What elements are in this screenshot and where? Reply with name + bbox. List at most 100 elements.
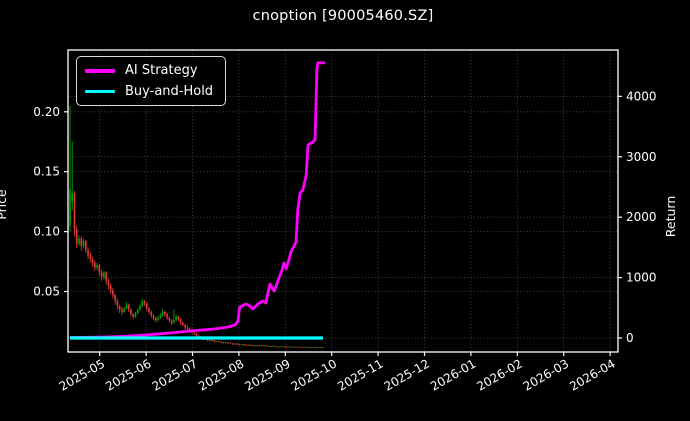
candle-body — [231, 343, 234, 345]
candle-body — [161, 311, 164, 316]
y-axis-label-price: Price — [0, 189, 9, 220]
candle-body — [118, 305, 121, 310]
candle-body — [89, 255, 92, 260]
candle-body — [163, 311, 166, 315]
candle-body — [256, 345, 259, 347]
y-tick-label-return: 3000 — [626, 150, 657, 164]
candle-body — [263, 345, 266, 347]
candle-body — [292, 346, 295, 348]
candle-body — [109, 285, 112, 291]
candle-body — [195, 333, 198, 336]
candle-body — [218, 341, 220, 343]
candle-body — [294, 346, 297, 348]
candle-body — [308, 347, 311, 349]
x-tick-label: 2025-05 — [57, 356, 107, 393]
candle-body — [261, 345, 263, 347]
candle-body — [236, 343, 238, 345]
ai-strategy-line-swatch — [85, 69, 115, 73]
candle-body — [96, 265, 98, 268]
legend-item-buy-and-hold: Buy-and-Hold — [85, 84, 213, 100]
candle-body — [121, 309, 123, 312]
candle-body — [75, 229, 78, 244]
candle-body — [188, 328, 191, 330]
candle-body — [114, 295, 117, 302]
candle-body — [249, 344, 252, 346]
candle-body — [229, 343, 232, 344]
candle-body — [148, 308, 150, 312]
candle-body — [82, 241, 85, 246]
candle-body — [312, 347, 315, 348]
candle-body — [279, 346, 281, 348]
x-tick-label: 2025-06 — [103, 356, 153, 393]
y-tick-label-return: 4000 — [626, 89, 657, 103]
candle-body — [283, 346, 286, 348]
candle-body — [317, 347, 320, 349]
candle-body — [301, 347, 304, 348]
legend-label: Buy-and-Hold — [125, 83, 214, 99]
x-tick-label: 2025-07 — [150, 356, 200, 393]
candle-body — [233, 343, 236, 345]
candle-body — [297, 346, 299, 348]
candle-body — [173, 320, 175, 323]
candle-body — [288, 346, 290, 348]
candle-body — [215, 341, 218, 343]
candle-body — [272, 346, 275, 347]
x-tick-label: 2026-04 — [567, 356, 617, 393]
y-tick-label-price: 0.10 — [33, 225, 60, 239]
x-tick-label: 2025-12 — [382, 356, 432, 393]
candle-body — [152, 315, 155, 318]
x-tick-label: 2025-09 — [242, 356, 292, 393]
candle-body — [130, 309, 132, 315]
candle-body — [116, 301, 119, 306]
legend: AI Strategy Buy-and-Hold — [76, 56, 227, 107]
candle-body — [240, 344, 243, 346]
candle-body — [123, 308, 126, 312]
candle-body — [132, 314, 135, 317]
candle-body — [177, 316, 180, 320]
candle-body — [136, 309, 139, 314]
candle-body — [143, 301, 146, 304]
candle-body — [290, 346, 293, 348]
candle-body — [315, 347, 317, 349]
candle-body — [224, 342, 227, 344]
y-tick-label-return: 2000 — [626, 210, 657, 224]
candle-body — [227, 342, 229, 344]
candle-body — [211, 340, 214, 341]
candle-body — [182, 322, 184, 326]
candle-body — [265, 345, 268, 347]
candle-body — [299, 346, 302, 348]
candle-body — [276, 346, 279, 348]
candle-body — [303, 346, 306, 348]
candle-body — [238, 344, 241, 346]
candle-body — [84, 241, 87, 250]
y-tick-label-return: 1000 — [626, 271, 657, 285]
candle-body — [107, 280, 110, 286]
candle-body — [112, 290, 114, 296]
candle-body — [73, 193, 76, 230]
candle-body — [93, 262, 96, 268]
candle-body — [100, 272, 103, 278]
candle-body — [267, 346, 270, 347]
candle-body — [254, 345, 256, 347]
candle-body — [170, 320, 173, 323]
candle-body — [222, 342, 225, 344]
candle-body — [243, 344, 245, 346]
candle-body — [310, 347, 313, 348]
plot-border — [67, 49, 619, 353]
x-tick-label: 2025-08 — [196, 356, 246, 393]
series-line-ai-strategy — [69, 61, 326, 339]
candle-body — [78, 238, 80, 244]
candle-body — [184, 325, 186, 328]
candle-body — [71, 193, 74, 202]
candle-body — [134, 313, 137, 317]
x-tick-label: 2026-01 — [428, 356, 478, 393]
candle-body — [91, 259, 94, 263]
candle-body — [245, 344, 247, 346]
y-tick-label-price: 0.15 — [33, 165, 60, 179]
candle-body — [319, 347, 322, 349]
candle-body — [209, 340, 211, 341]
candle-body — [270, 346, 272, 347]
candle-body — [105, 272, 107, 281]
candle-body — [285, 346, 288, 348]
